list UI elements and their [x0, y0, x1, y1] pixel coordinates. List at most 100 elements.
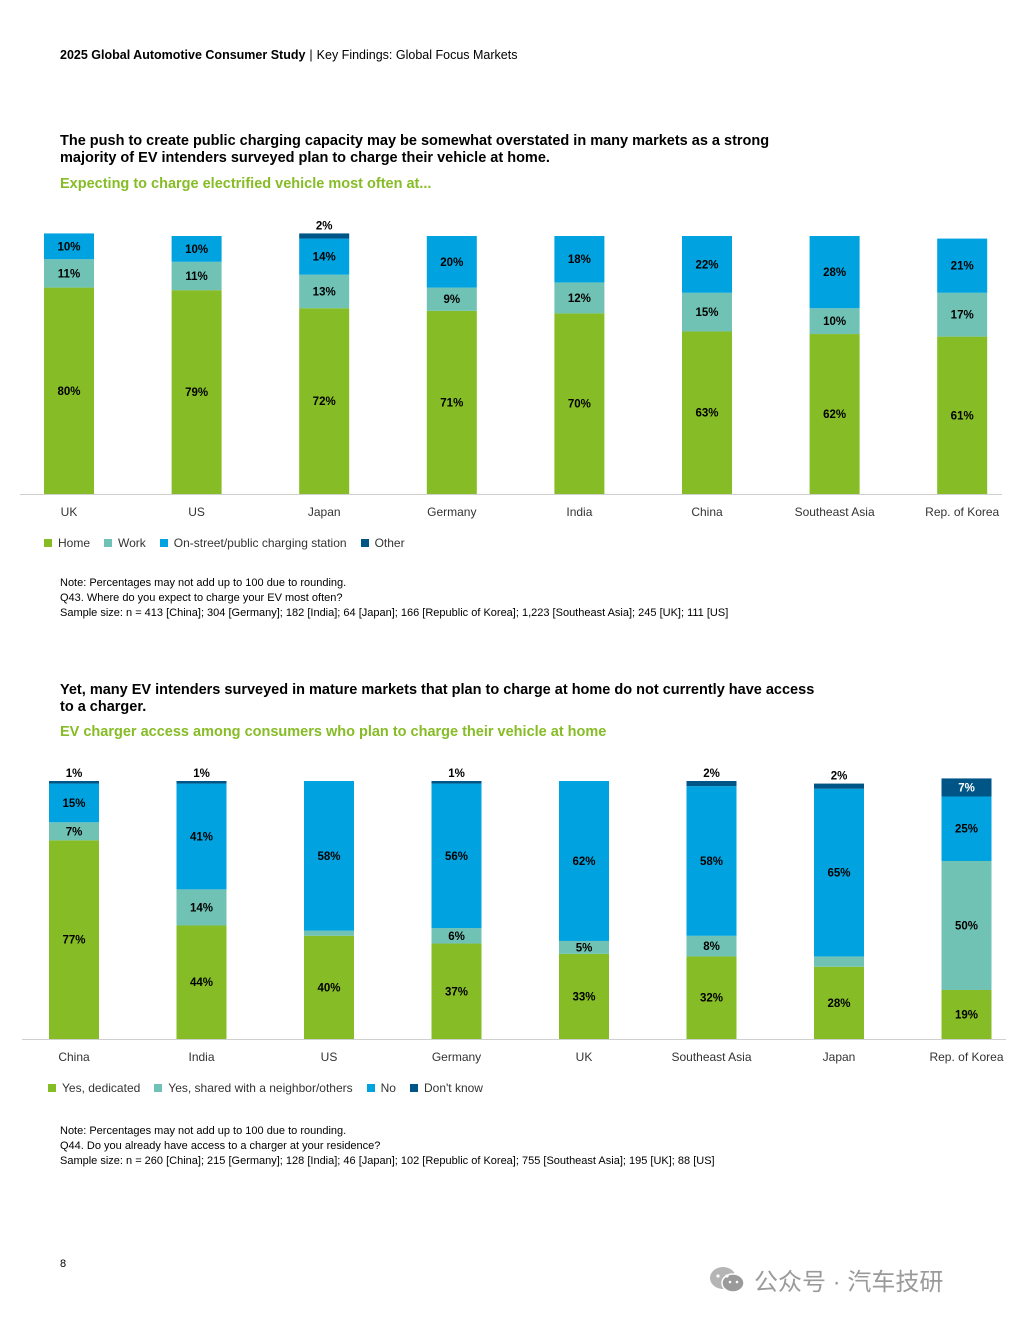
sample-size-line: Sample size: n = 413 [China]; 304 [Germa…	[60, 607, 729, 619]
category-label: Southeast Asia	[671, 1050, 751, 1064]
bar-segment	[941, 796, 992, 861]
headline-2: Yet, many EV intenders surveyed in matur…	[60, 682, 815, 715]
bar-segment	[686, 935, 737, 957]
category-label: Germany	[427, 505, 476, 519]
data-label: 70%	[568, 399, 591, 411]
legend-item: Home	[44, 536, 90, 550]
data-label: 19%	[955, 1009, 978, 1021]
data-label: 71%	[440, 397, 463, 409]
category-label: Germany	[432, 1050, 481, 1064]
data-label: 1%	[193, 768, 210, 780]
bar-segment	[809, 334, 860, 494]
bar-segment	[431, 783, 482, 929]
bar-segment	[49, 781, 99, 784]
legend-item: Other	[360, 536, 405, 550]
legend-label: Don't know	[423, 1081, 483, 1095]
data-label: 12%	[568, 293, 591, 305]
bar-segment	[682, 331, 732, 494]
legend-swatch	[360, 539, 369, 547]
bar-segment	[814, 788, 864, 957]
bar-segment	[431, 928, 482, 944]
legend-label: On-street/public charging station	[173, 536, 347, 550]
bar-segment	[171, 261, 222, 291]
bar-segment	[171, 236, 222, 262]
bar-segment	[299, 274, 350, 309]
question-line: Q43. Where do you expect to charge your …	[60, 592, 343, 604]
data-label: 14%	[190, 902, 213, 914]
data-label: 33%	[572, 991, 595, 1003]
bar-segment	[176, 889, 227, 926]
data-label: 11%	[58, 268, 80, 280]
bar-segment	[941, 989, 992, 1039]
data-label: 2%	[831, 771, 848, 783]
bar-segment	[44, 233, 94, 260]
legend-2: Yes, dedicated Yes, shared with a neighbo…	[48, 1081, 483, 1095]
bar-segment	[682, 292, 732, 332]
data-label: 25%	[955, 824, 978, 836]
bar-segment	[304, 935, 354, 1039]
category-label: US	[321, 1050, 338, 1064]
bar-segment	[426, 310, 477, 494]
bar-segment	[299, 233, 350, 239]
legend-item: Don't know	[409, 1081, 483, 1095]
data-label: 41%	[190, 831, 213, 843]
data-label: 15%	[62, 798, 85, 810]
bar-segment	[941, 778, 992, 797]
sample-size-line: Sample size: n = 260 [China]; 215 [Germa…	[60, 1155, 715, 1167]
bar-segment	[937, 292, 988, 337]
bar-segment	[814, 783, 864, 789]
bar-segment	[44, 259, 94, 288]
bar-segment	[299, 238, 350, 275]
legend-swatch	[48, 1084, 56, 1092]
notes-2: Note: Percentages may not add up to 100 …	[60, 1124, 715, 1169]
bar-segment	[554, 236, 605, 283]
data-label: 58%	[700, 856, 723, 868]
legend-item: Work	[104, 536, 146, 550]
bar-segment	[809, 308, 860, 335]
bar-segment	[176, 781, 227, 784]
data-label: 72%	[313, 396, 336, 408]
chart-charger-access: 77% 7% 15% 1% China 44% 14% 41% 1% India 40% 2% 58% U…	[22, 768, 1006, 1064]
page-header: 2025 Global Automotive Consumer Study | Ke…	[60, 48, 517, 62]
legend-label: Yes, dedicated	[62, 1081, 141, 1095]
data-label: 15%	[695, 307, 718, 319]
legend-swatch	[104, 539, 113, 547]
bar-segment	[559, 940, 609, 954]
data-label: 14%	[313, 252, 336, 264]
data-label: 50%	[955, 920, 978, 932]
data-label: 7%	[958, 782, 975, 794]
legend-1: Home Work On-street/public charging statio…	[44, 536, 405, 550]
section-title: Key Findings: Global Focus Markets	[316, 48, 518, 62]
bar-segment	[559, 953, 609, 1039]
data-label: 28%	[823, 267, 846, 279]
bar-segment	[686, 781, 737, 787]
legend-item: Yes, shared with a neighbor/others	[154, 1081, 353, 1095]
category-label: India	[566, 505, 592, 519]
bar-segment	[431, 781, 482, 784]
wechat-icon	[710, 1266, 745, 1293]
bar-segment	[304, 781, 354, 931]
data-label: 10%	[185, 244, 208, 256]
category-label: US	[188, 505, 205, 519]
bar-segment	[431, 943, 482, 1039]
data-label: 21%	[951, 261, 974, 273]
legend-label: Other	[374, 536, 405, 550]
legend-label: Yes, shared with a neighbor/others	[168, 1081, 353, 1095]
legend-item: Yes, dedicated	[48, 1081, 140, 1095]
legend-item: No	[366, 1081, 396, 1095]
data-label: 44%	[190, 977, 213, 989]
bar-segment	[426, 236, 477, 288]
bar-segment	[937, 238, 988, 293]
category-label: Rep. of Korea	[929, 1050, 1003, 1064]
data-label: 79%	[185, 387, 208, 399]
category-label: Rep. of Korea	[925, 505, 999, 519]
data-label: 77%	[62, 935, 85, 947]
data-label: 1%	[448, 768, 465, 780]
bar-segment	[49, 822, 99, 841]
category-label: India	[188, 1050, 214, 1064]
legend-label: Work	[118, 536, 146, 550]
data-label: 20%	[440, 257, 463, 269]
bar-segment	[49, 840, 99, 1039]
category-label: UK	[576, 1050, 593, 1064]
legend-label: No	[380, 1081, 396, 1095]
